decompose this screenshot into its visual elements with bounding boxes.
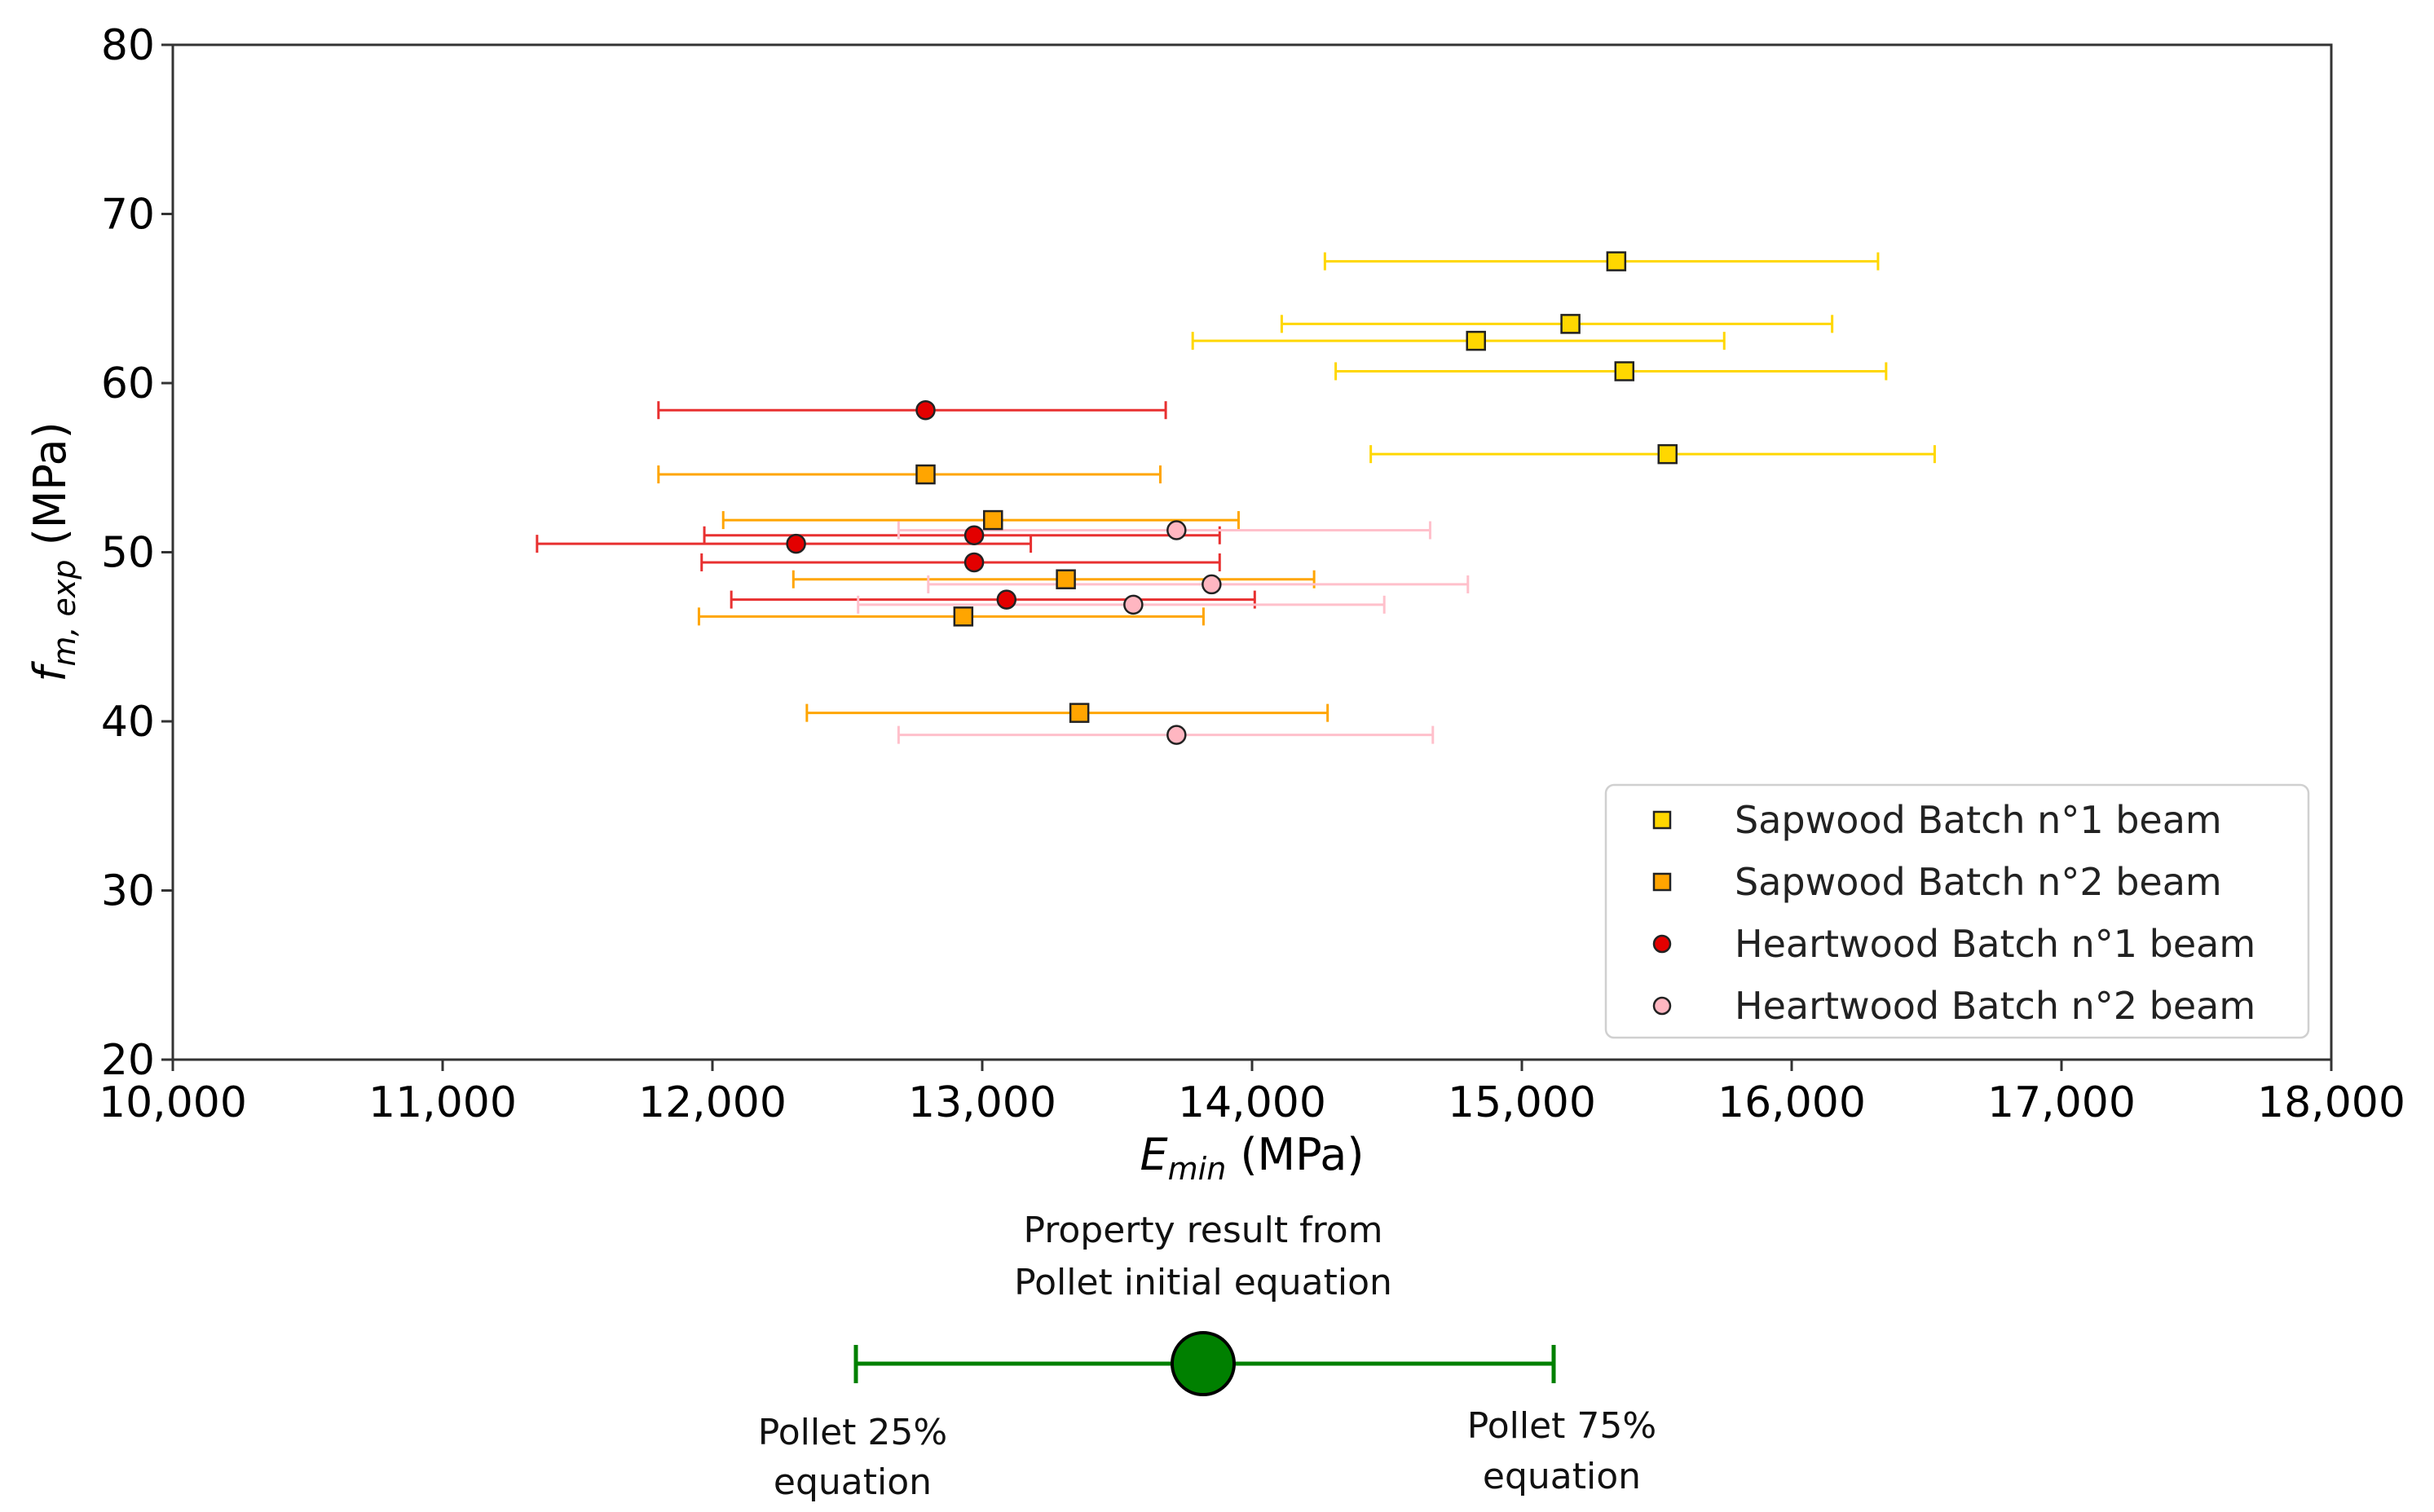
key-left-label: Pollet 25% [758,1412,947,1453]
legend-label: Sapwood Batch n°1 beam [1735,798,2222,842]
legend-label: Heartwood Batch n°1 beam [1735,922,2255,966]
key-right-label: Pollet 75% [1467,1405,1656,1447]
y-tick-label: 80 [101,21,155,70]
x-axis: 10,000 11,000 12,000 13,000 14,000 15,000 16,0… [99,1060,2405,1127]
y-tick-label: 40 [101,698,155,747]
data-point [1560,314,1581,334]
legend-marker [1652,872,1672,892]
data-point [1166,520,1187,540]
x-tick-label: 18,000 [2257,1078,2405,1127]
legend-label: Sapwood Batch n°2 beam [1735,860,2222,904]
key-center-label: Property result from [1023,1210,1382,1251]
data-point [1606,251,1627,271]
x-axis-title: Emin (MPa) [1140,1129,1365,1187]
data-point [963,525,985,545]
data-point [963,552,985,573]
data-point [1466,330,1486,351]
data-point [1123,594,1144,615]
x-tick-label: 13,000 [908,1078,1056,1127]
legend-box [1604,783,2310,1039]
legend: Sapwood Batch n°1 beam Sapwood Batch n°2 … [1604,783,2310,1039]
key-left-label-line2: equation [774,1461,932,1503]
x-tick-label: 16,000 [1717,1078,1866,1127]
y-tick-label: 50 [101,529,155,578]
x-tick-label: 14,000 [1178,1078,1326,1127]
key-center-label-line2: Pollet initial equation [1014,1262,1392,1303]
y-tick-label: 60 [101,359,155,408]
x-tick-label: 17,000 [1987,1078,2136,1127]
data-markers [786,251,1678,745]
data-point [1614,361,1635,381]
y-tick-label: 20 [101,1036,155,1085]
x-tick-label: 12,000 [638,1078,787,1127]
error-bars [536,252,1936,744]
pollet-key: Property result from Pollet initial equa… [758,1210,1656,1503]
legend-marker [1652,810,1672,830]
data-point [1056,569,1076,589]
data-point [1166,725,1187,745]
data-point [786,533,806,554]
data-point [982,509,1003,531]
y-axis-title: fm, exp (MPa) [24,421,82,681]
data-point [915,399,936,421]
data-point [1069,703,1090,723]
data-point [1657,443,1678,465]
x-tick-label: 10,000 [99,1078,247,1127]
legend-marker [1652,996,1672,1016]
data-point [1202,574,1222,595]
legend-marker [1652,934,1672,954]
y-tick-label: 30 [101,867,155,916]
data-point [953,606,974,627]
y-axis: 20 30 40 50 60 70 80 [101,21,173,1085]
x-tick-label: 11,000 [368,1078,517,1127]
key-marker [1171,1331,1236,1396]
key-right-label-line2: equation [1483,1456,1641,1497]
data-point [915,464,936,485]
x-tick-label: 15,000 [1448,1078,1596,1127]
legend-label: Heartwood Batch n°2 beam [1735,984,2255,1028]
data-point [996,589,1017,610]
y-tick-label: 70 [101,191,155,240]
